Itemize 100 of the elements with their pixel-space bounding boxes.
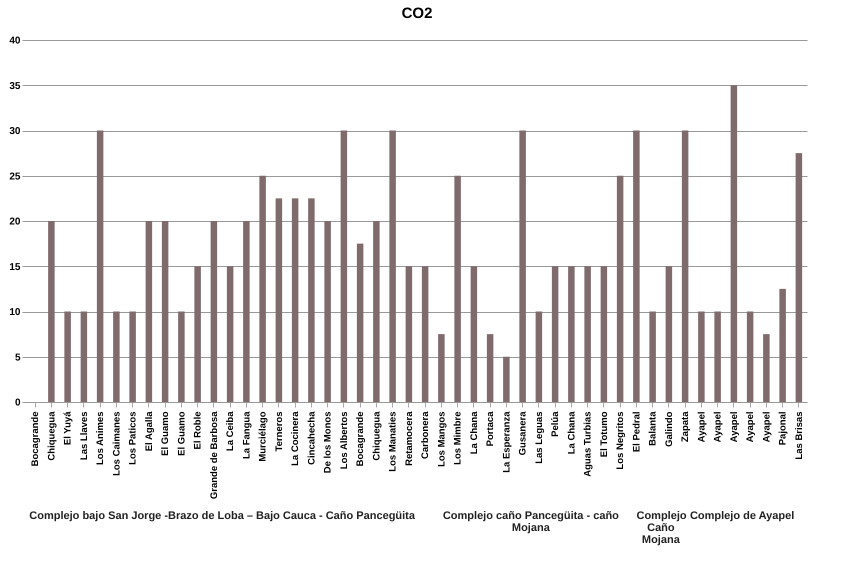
bar — [324, 221, 331, 402]
x-tick-label: Balanta — [648, 410, 659, 446]
bar — [568, 266, 575, 402]
bar — [113, 312, 120, 402]
x-tick-label: Galindo — [664, 411, 675, 447]
bar — [259, 176, 266, 402]
text: Complejo bajo San Jorge -Brazo de Loba – Bajo Cauca - Caño Pancegüita — [28, 510, 416, 522]
x-tick-label: Ayapel — [696, 412, 708, 442]
bar — [698, 312, 705, 402]
bar — [584, 266, 591, 402]
bar — [243, 221, 250, 402]
x-tick-label: Los Animes — [95, 412, 106, 465]
x-tick-label: El Yuyá — [62, 410, 74, 446]
text: Complejo caño Pancegüita - caño Mojana — [442, 510, 620, 534]
x-tick-label: Aguas Turbias — [582, 412, 594, 477]
bar — [80, 312, 88, 402]
bar — [389, 130, 396, 402]
x-tick-label: Bocagrande — [355, 412, 366, 466]
bar — [682, 130, 688, 402]
x-tick-label: Los Caimanes — [111, 412, 122, 476]
x-tick-label: El Agalla — [144, 410, 155, 452]
bar — [730, 85, 738, 402]
x-tick-label: La Cocinera — [290, 410, 302, 466]
x-tick-label: Los Mimbre — [452, 412, 464, 465]
bar — [600, 266, 608, 402]
bar — [746, 312, 754, 402]
bar — [503, 356, 510, 402]
bar — [486, 334, 494, 402]
y-tick-label: 20 — [9, 216, 21, 228]
bar — [714, 312, 721, 402]
x-tick-label: La Ceiba — [225, 410, 236, 452]
y-tick-label: 30 — [9, 126, 21, 137]
x-tick-label: Ayapel — [728, 412, 740, 442]
bar — [373, 221, 380, 402]
bar — [48, 221, 55, 402]
x-tick-label: Las Brisas — [794, 412, 805, 460]
bar — [178, 312, 185, 402]
x-tick-label: La Chana — [468, 410, 480, 454]
x-tick-label: Ayapel — [761, 412, 772, 442]
x-tick-label: El Guamo — [176, 411, 188, 456]
x-tick-label: Cincahecha — [306, 410, 318, 465]
x-tick-label: Los Paticos — [128, 412, 139, 465]
bar — [552, 266, 558, 402]
x-tick-label: Pelúa — [550, 410, 562, 437]
x-tick-label: El Pedral — [631, 412, 642, 452]
x-tick-label: Los Mangos — [436, 412, 448, 467]
x-tick-label: Chiquegua — [46, 410, 58, 461]
bar — [340, 130, 348, 402]
bar — [796, 153, 802, 402]
bar — [422, 266, 428, 402]
bar — [633, 130, 640, 402]
x-tick-label: Pajonal — [778, 412, 789, 446]
x-tick-label: La Fangua — [241, 410, 252, 460]
bar — [129, 312, 136, 402]
bar — [64, 312, 71, 402]
chart-title: CO2 — [402, 5, 432, 22]
x-tick-label: Carbonera — [420, 410, 432, 460]
bar — [226, 266, 234, 402]
x-tick-label: El Totumo — [598, 411, 610, 458]
bar — [276, 198, 282, 402]
bar — [536, 312, 542, 402]
y-tick-label: 15 — [9, 262, 21, 273]
bar — [406, 266, 412, 402]
y-tick-label: 0 — [14, 398, 21, 408]
bar — [666, 266, 672, 402]
x-tick-label: Terneros — [274, 412, 285, 452]
x-tick-label: Murciélago — [258, 411, 269, 462]
bar — [356, 244, 364, 402]
y-tick-label: 25 — [9, 171, 21, 182]
x-tick-label: Los Manaties — [388, 412, 399, 472]
bar — [292, 198, 298, 402]
text: Complejo Caño Mojana — [636, 510, 687, 546]
x-tick-label: Ayapel — [712, 412, 724, 442]
bar — [438, 334, 445, 402]
bar — [519, 130, 526, 402]
y-tick-label: 5 — [14, 352, 21, 364]
x-tick-label: Las Llaves — [78, 412, 90, 460]
x-tick-label: Ayapel — [745, 412, 756, 442]
bar — [210, 221, 218, 402]
y-tick-label: 40 — [9, 36, 21, 46]
x-tick-label: Los Negritos — [615, 412, 626, 470]
y-tick-label: 35 — [9, 80, 21, 92]
bar — [616, 176, 624, 402]
x-tick-label: El Guamo — [160, 411, 172, 456]
y-tick-label: 10 — [9, 307, 21, 318]
x-tick-label: De los Monos — [322, 412, 334, 474]
x-tick-label: Gusanera — [518, 410, 529, 456]
bar — [649, 312, 656, 402]
bar — [763, 334, 770, 402]
x-tick-label: Las Leguas — [534, 412, 545, 464]
bar — [96, 130, 104, 402]
x-tick-label: Portaca — [485, 410, 496, 446]
x-tick-label: Bocagrande — [30, 412, 42, 466]
bar — [146, 221, 152, 402]
x-tick-label: Zapata — [680, 410, 692, 442]
x-tick-label: La Chana — [566, 410, 578, 454]
bar — [308, 198, 315, 402]
x-tick-label: Retamocera — [404, 410, 415, 466]
x-tick-label: Los Albertos — [338, 412, 350, 470]
bar — [194, 266, 201, 402]
